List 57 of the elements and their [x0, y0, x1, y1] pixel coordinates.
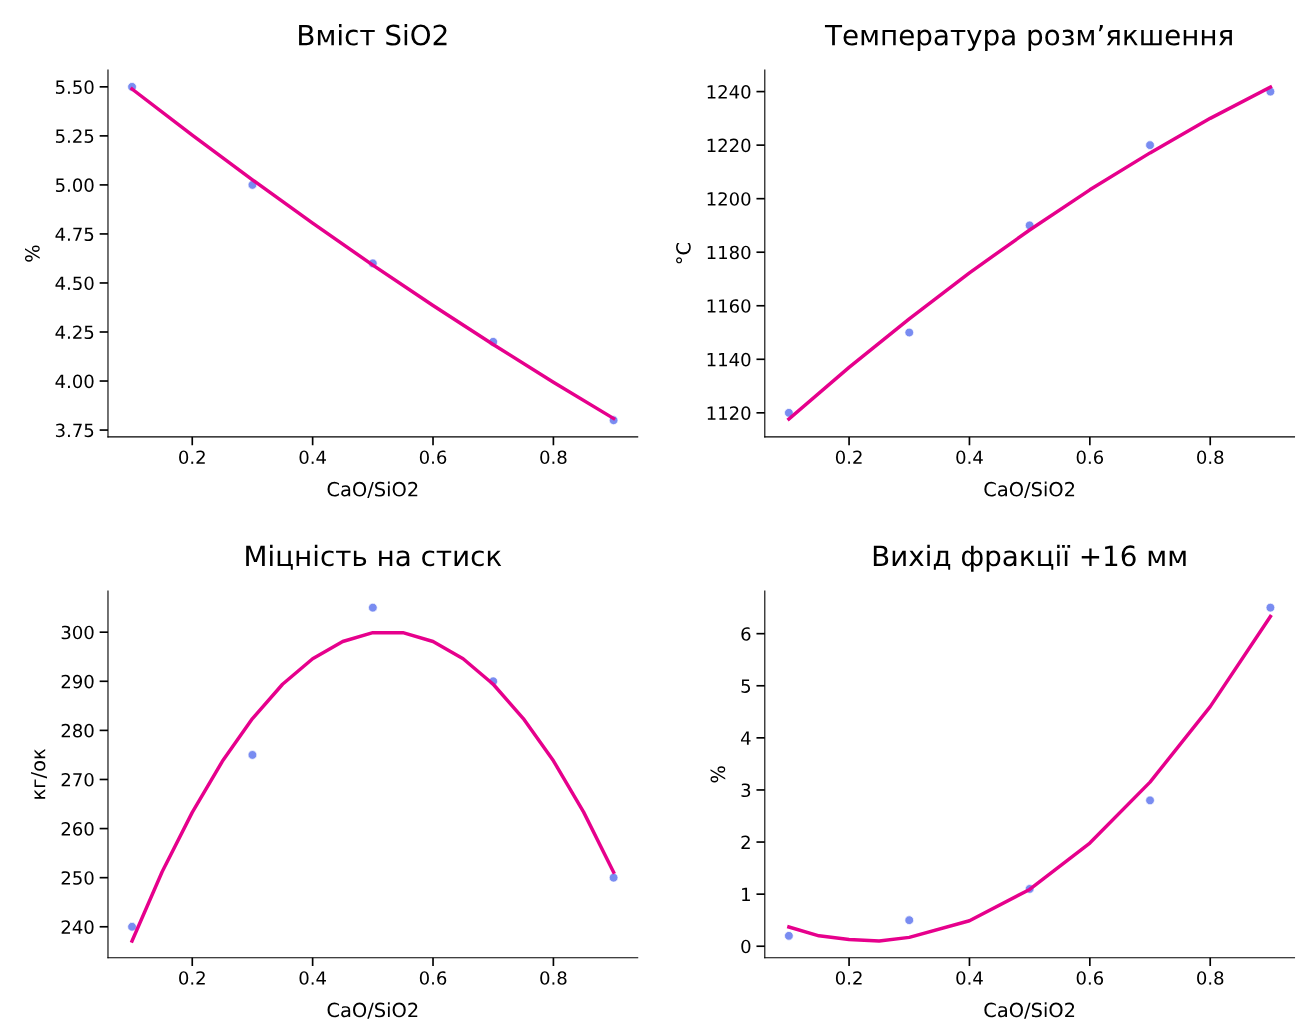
x-tick-label: 0.4: [956, 971, 983, 985]
x-tick-label: 0.6: [1076, 450, 1104, 465]
y-tick-label: 5.25: [55, 129, 94, 143]
x-tick-label: 0.6: [419, 971, 447, 985]
y-axis-title: %: [25, 245, 40, 262]
x-tick-label: 0.6: [419, 450, 447, 465]
y-tick-label: 1240: [707, 85, 751, 99]
y-axis-title: %: [710, 766, 726, 783]
y-tick-label: 1140: [707, 352, 751, 367]
y-tick-label: 4: [741, 731, 751, 745]
x-axis-title: CaO/SiO2: [984, 1002, 1075, 1019]
x-tick-label: 0.2: [835, 971, 862, 985]
x-axis-title: CaO/SiO2: [984, 481, 1075, 499]
x-tick-label: 0.8: [540, 450, 567, 465]
y-tick-label: 260: [61, 822, 94, 836]
x-tick-label: 0.8: [1197, 450, 1224, 465]
y-tick-label: 0: [741, 939, 751, 954]
y-tick-label: 290: [61, 674, 94, 689]
x-tick-label: 0.4: [299, 971, 326, 985]
y-axis-title: °C: [676, 242, 691, 264]
x-tick-label: 0.4: [956, 450, 983, 465]
y-tick-label: 250: [61, 871, 94, 885]
x-tick-label: 0.6: [1076, 971, 1104, 985]
y-tick-label: 1160: [707, 299, 751, 313]
y-tick-label: 4.75: [55, 227, 94, 242]
x-tick-label: 0.2: [835, 450, 862, 465]
y-tick-label: 5: [741, 679, 751, 693]
y-tick-label: 270: [61, 772, 94, 787]
x-tick-label: 0.8: [1197, 971, 1224, 985]
y-tick-label: 280: [61, 723, 94, 738]
y-axis-title: кг/ок: [30, 748, 47, 799]
y-tick-label: 4.00: [55, 374, 94, 389]
y-tick-label: 5.50: [55, 80, 94, 94]
y-tick-label: 1: [742, 887, 750, 901]
y-tick-label: 1120: [707, 406, 751, 420]
chart-title: Вміст SiO2: [299, 24, 447, 46]
x-axis-title: CaO/SiO2: [327, 1002, 418, 1019]
y-tick-label: 1200: [707, 192, 751, 206]
x-tick-label: 0.2: [179, 450, 205, 465]
chart-title: Міцність на стиск: [246, 544, 502, 570]
x-tick-label: 0.2: [179, 971, 205, 985]
chart-title: Вихід фракції +16 мм: [873, 544, 1186, 572]
y-tick-label: 1180: [707, 245, 751, 260]
y-tick-label: 6: [741, 627, 751, 641]
x-tick-label: 0.8: [540, 971, 567, 985]
y-tick-label: 2: [741, 835, 750, 849]
y-tick-label: 4.50: [55, 276, 94, 291]
x-axis-title: CaO/SiO2: [327, 481, 418, 499]
x-tick-label: 0.4: [299, 450, 326, 465]
y-tick-label: 240: [61, 920, 94, 934]
y-tick-label: 300: [61, 625, 94, 640]
chart-title: Температура розм’якшення: [824, 24, 1232, 51]
y-tick-label: 5.00: [55, 178, 94, 193]
y-tick-label: 3.75: [55, 423, 94, 438]
y-tick-label: 4.25: [55, 325, 94, 340]
y-tick-label: 3: [741, 783, 751, 798]
y-tick-label: 1220: [707, 138, 751, 153]
